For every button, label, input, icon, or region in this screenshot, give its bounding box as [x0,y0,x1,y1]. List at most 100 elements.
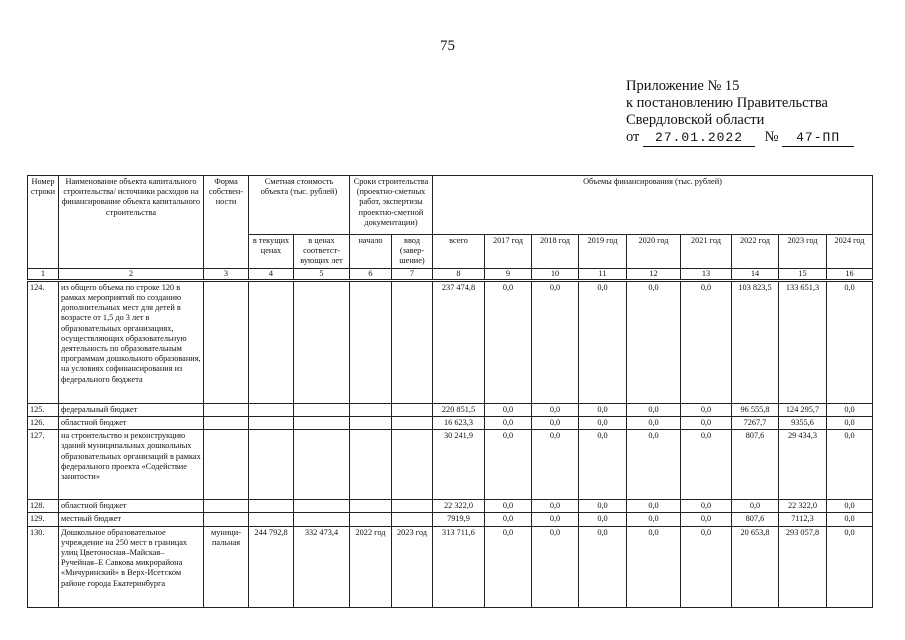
table-cell: местный бюджет [58,512,204,527]
column-number: 2 [58,267,204,282]
header-row: в текущих ценах в ценах соответст-вующих … [28,234,873,269]
column-number: 3 [203,267,249,282]
table-cell: 0,0 [826,499,873,514]
table-cell [248,416,294,431]
table-cell [391,499,433,514]
table-cell [203,416,249,431]
table-cell: 20 653,8 [731,525,779,608]
table-cell: 0,0 [578,279,627,404]
header-cell: 2023 год [778,234,827,269]
column-number: 8 [432,267,485,282]
table-cell [293,429,350,501]
table-cell: 220 851,5 [432,402,485,418]
column-number: 15 [778,267,827,282]
header-cell: 2024 год [826,234,873,269]
table-cell: 30 241,9 [432,429,485,501]
header-cell: всего [432,234,485,269]
table-cell: 22 322,0 [432,499,485,514]
column-number: 13 [680,267,732,282]
table-cell: 0,0 [680,416,732,431]
table-cell: 0,0 [531,416,579,431]
table-cell [293,499,350,514]
data-row: 129. местный бюджет 7919,9 0,0 0,0 0,0 0,0 0,0 8… [27,512,873,527]
table-cell: 0,0 [826,512,873,527]
column-number: 12 [626,267,681,282]
table-cell: муници-пальная [203,525,249,608]
table-cell [248,402,294,418]
table-cell [248,429,294,501]
header-cell: Сметная стоимость объекта (тыс. рублей) [248,175,350,235]
table-cell: 126. [27,416,59,431]
column-number: 5 [293,267,350,282]
table-cell: 0,0 [731,499,779,514]
table-cell: 0,0 [578,525,627,608]
table-cell: 0,0 [578,429,627,501]
column-number: 4 [248,267,294,282]
header-cell: 2017 год [484,234,532,269]
table-cell: 0,0 [578,512,627,527]
table-cell: 0,0 [626,499,681,514]
date-prefix: от [626,129,640,145]
table-cell: 124 295,7 [778,402,827,418]
table-cell: 313 711,6 [432,525,485,608]
data-row: 128. областной бюджет 22 322,0 0,0 0,0 0,0 0,0… [27,499,873,514]
header-row: Номер строки Наименование объекта капитал… [27,175,873,269]
table-cell: 0,0 [531,279,579,404]
data-row: 125. федеральный бюджет 220 851,5 0,0 0,0 0,0… [27,402,873,418]
appendix-date-line: от 27.01.2022 № 47-ПП [626,129,855,147]
number: 47-ПП [782,129,855,147]
table-cell: 0,0 [578,402,627,418]
header-cell: Наименование объекта капитального строит… [58,175,204,269]
data-row: 124. из общего объема по строке 120 в рам… [27,279,873,404]
table-cell: 293 057,8 [778,525,827,608]
table-cell: 0,0 [578,416,627,431]
table-cell: 0,0 [484,429,532,501]
table-cell: 0,0 [626,525,681,608]
column-number: 7 [391,267,433,282]
header-cell: в текущих ценах [248,234,294,269]
table-cell: 29 434,3 [778,429,827,501]
table-cell [391,279,433,404]
column-number: 14 [731,267,779,282]
table-cell: 96 555,8 [731,402,779,418]
table-cell: 2023 год [391,525,433,608]
table-cell [203,429,249,501]
table-cell [349,279,392,404]
column-number: 16 [826,267,873,282]
table-cell: 103 823,5 [731,279,779,404]
header-cell: Номер строки [27,175,59,269]
table-cell: 0,0 [826,525,873,608]
date: 27.01.2022 [643,129,756,147]
header-cell: Объемы финансирования (тыс. рублей) [432,175,873,235]
table-cell: 0,0 [626,279,681,404]
table-cell [293,512,350,527]
table-cell: 124. [27,279,59,404]
financing-table: Номер строки Наименование объекта капитал… [27,175,873,608]
column-number: 10 [531,267,579,282]
table-cell [349,402,392,418]
table-cell: 0,0 [680,512,732,527]
table-cell: 22 322,0 [778,499,827,514]
table-cell: 0,0 [826,402,873,418]
table-cell: 332 473,4 [293,525,350,608]
table-cell [391,416,433,431]
table-cell [391,429,433,501]
table-cell: 125. [27,402,59,418]
appendix: Приложение № 15 к постановлению Правител… [626,78,855,147]
table-cell: 0,0 [680,525,732,608]
table-cell: на строительство и реконструкцию зданий … [58,429,204,501]
table-cell [391,512,433,527]
column-number-row: 1 2 3 4 5 6 7 8 9 10 11 12 13 14 15 16 [27,267,873,282]
table-cell [391,402,433,418]
table-cell: 128. [27,499,59,514]
table-cell: 0,0 [626,402,681,418]
column-number: 11 [578,267,627,282]
table-cell: 0,0 [531,429,579,501]
header-cell: 2022 год [731,234,779,269]
header-cell: Форма собствен-ности [203,175,249,269]
table-cell: 0,0 [626,429,681,501]
table-cell [293,279,350,404]
table-cell: 807,6 [731,512,779,527]
table-cell: 0,0 [680,402,732,418]
